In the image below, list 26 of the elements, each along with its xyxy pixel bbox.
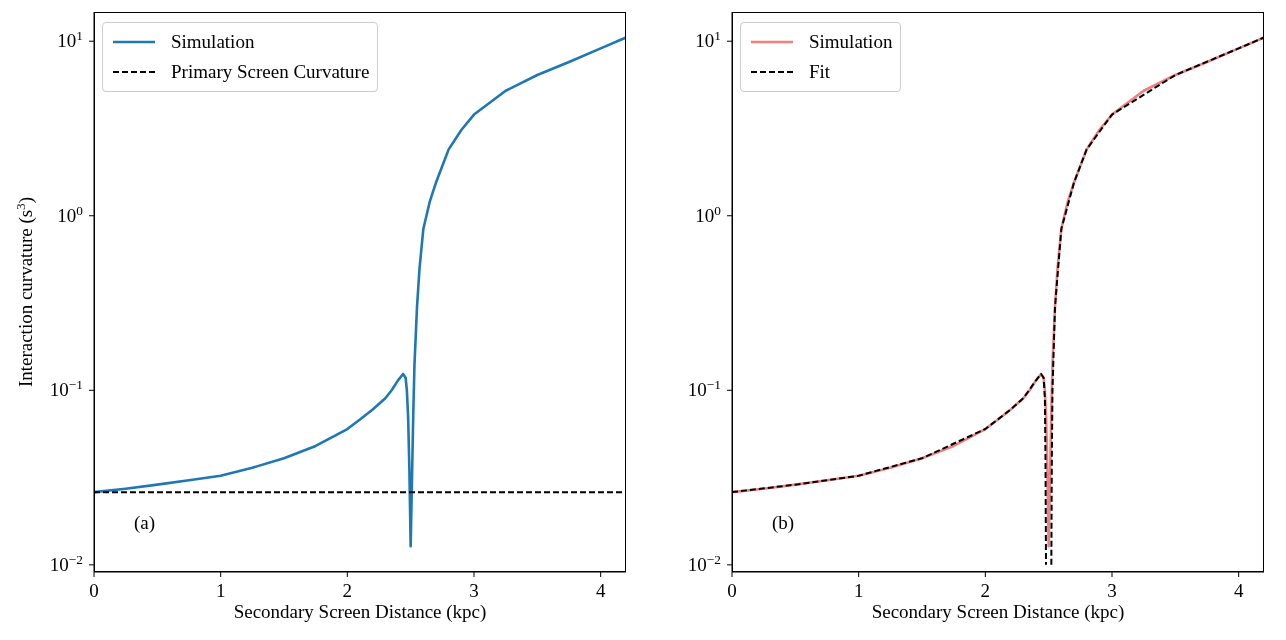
x-tick-label: 1 — [215, 580, 226, 601]
x-axis-title: Secondary Screen Distance (kpc) — [233, 601, 487, 623]
y-tick-label: 10$^{−1}$ — [687, 376, 721, 401]
x-tick-label: 4 — [595, 580, 606, 601]
legend-label: Simulation — [171, 31, 255, 53]
x-axis-title: Secondary Screen Distance (kpc) — [871, 601, 1125, 623]
y-tick-label: 10$^{−1}$ — [49, 376, 83, 401]
annotation: (a) — [134, 512, 156, 534]
legend-label: Simulation — [809, 31, 893, 53]
x-tick-label: 2 — [980, 580, 991, 601]
y-tick-label: 10$^{1}$ — [695, 27, 721, 52]
x-tick-label: 3 — [1107, 580, 1117, 601]
x-tick-label: 3 — [469, 580, 479, 601]
x-tick-label: 4 — [1233, 580, 1244, 601]
y-tick-label: 10$^{−2}$ — [687, 551, 721, 575]
y-tick-label: 10$^{−2}$ — [49, 551, 83, 575]
x-tick-label: 1 — [853, 580, 864, 601]
legend-label: Primary Screen Curvature — [171, 61, 370, 83]
legend-label: Fit — [809, 61, 831, 83]
y-tick-label: 10$^{1}$ — [57, 27, 83, 52]
x-tick-label: 2 — [342, 580, 353, 601]
y-tick-label: 10$^{0}$ — [57, 202, 84, 226]
annotation: (b) — [772, 512, 795, 534]
y-tick-label: 10$^{0}$ — [695, 202, 722, 226]
x-tick-label: 0 — [89, 580, 99, 601]
x-tick-label: 0 — [727, 580, 737, 601]
